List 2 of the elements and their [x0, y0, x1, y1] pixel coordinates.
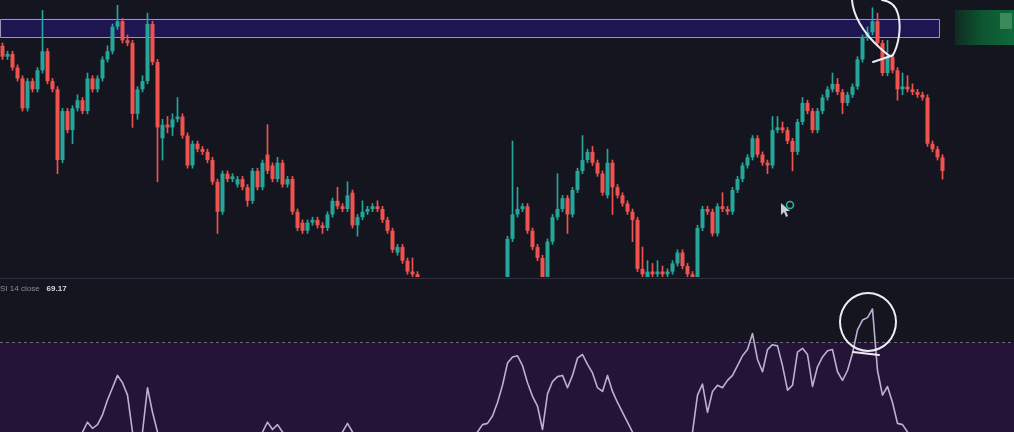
chart-title: SI 14 close	[0, 284, 40, 294]
text: 69.17	[46, 284, 67, 294]
